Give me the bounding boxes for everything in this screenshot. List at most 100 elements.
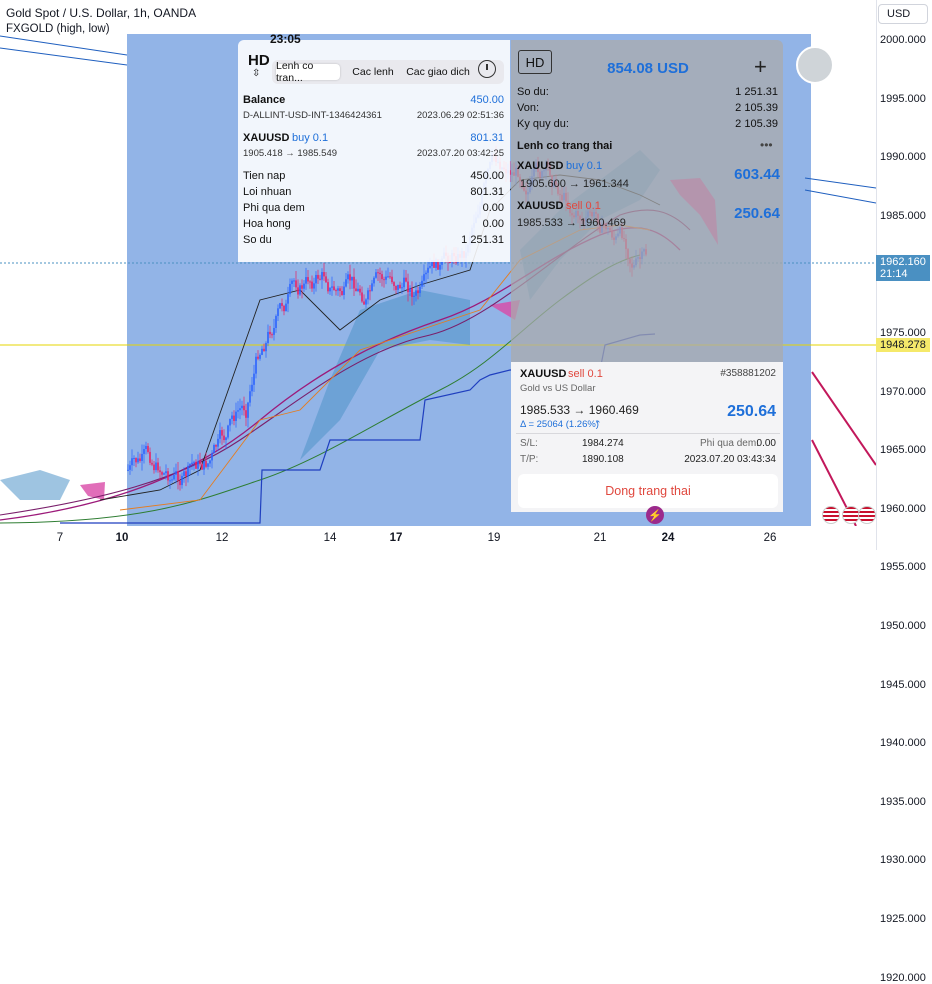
- current-price-label: 1962.160 21:14: [876, 255, 930, 281]
- tab-deals[interactable]: Cac giao dich: [406, 66, 470, 78]
- candle-body: [297, 287, 299, 295]
- countdown: 21:14: [880, 268, 908, 280]
- candle-body: [449, 262, 451, 264]
- candle-body: [321, 272, 323, 280]
- candle-body: [279, 303, 281, 309]
- candle-body: [423, 274, 425, 281]
- more-icon[interactable]: •••: [760, 138, 773, 152]
- time-tick: 10: [115, 532, 129, 544]
- candle-body: [413, 295, 415, 297]
- candle-body: [291, 280, 293, 284]
- candle-body: [323, 272, 325, 277]
- candle-body: [253, 373, 255, 385]
- candle-body: [173, 474, 175, 480]
- candle-body: [193, 461, 195, 463]
- candle-body: [303, 283, 305, 289]
- summary-value: 1 251.31: [461, 234, 504, 246]
- candle-body: [307, 277, 309, 282]
- candle-body: [393, 282, 395, 286]
- candle-body: [257, 356, 259, 359]
- time-axis[interactable]: [0, 526, 876, 550]
- us-flag-icon[interactable]: [858, 506, 876, 524]
- sort-icon[interactable]: ⇳: [252, 68, 261, 79]
- candle-body: [377, 272, 379, 274]
- sl-value: 1984.274: [582, 438, 624, 449]
- currency-button[interactable]: USD: [878, 4, 928, 24]
- pos2-profit: 250.64: [734, 205, 780, 222]
- candle-body: [259, 354, 261, 359]
- candle-body: [417, 290, 419, 294]
- candle-body: [305, 277, 307, 284]
- candle-body: [289, 283, 291, 295]
- candle-body: [351, 276, 353, 281]
- candle-body: [155, 462, 157, 471]
- price-tick: 1920.000: [880, 971, 926, 984]
- candle-body: [235, 411, 237, 421]
- candle-body: [167, 471, 169, 481]
- swap-value: 0.00: [756, 438, 776, 449]
- price-tick: 1985.000: [880, 209, 926, 222]
- card-ticket: #358881202: [720, 368, 776, 379]
- candle-body: [403, 277, 405, 288]
- candle-body: [139, 458, 141, 461]
- hd-badge: HD: [518, 50, 552, 74]
- candle-body: [341, 290, 343, 295]
- candle-body: [373, 277, 375, 284]
- candle-body: [327, 282, 329, 292]
- account-row-label: Von:: [517, 102, 540, 114]
- balance-label: Balance: [243, 94, 286, 106]
- price-tick: 1945.000: [880, 678, 926, 691]
- positions-header: Lenh co trang thai: [517, 140, 613, 152]
- price-tick: 1995.000: [880, 92, 926, 105]
- candle-body: [309, 281, 311, 283]
- candle-body: [151, 462, 153, 465]
- time-tick: 21: [593, 532, 607, 544]
- candle-body: [225, 437, 227, 441]
- candle-body: [337, 288, 339, 291]
- trade-date: 2023.07.20 03:42:25: [416, 148, 504, 159]
- plus-icon[interactable]: +: [754, 54, 767, 79]
- card-divider: [516, 433, 780, 434]
- candle-body: [191, 462, 193, 464]
- tab-open-orders[interactable]: Lenh co tran...: [276, 60, 340, 84]
- candle-body: [181, 475, 183, 486]
- trend-line: [0, 47, 128, 66]
- candle-body: [171, 479, 173, 481]
- tp-value: 1890.108: [582, 454, 624, 465]
- candle-body: [159, 470, 161, 473]
- candle-body: [397, 284, 399, 290]
- close-position-button[interactable]: Dong trang thai: [518, 474, 778, 508]
- candle-body: [213, 445, 215, 454]
- tab-orders[interactable]: Cac lenh: [352, 66, 394, 78]
- price-tick: 1955.000: [880, 561, 926, 574]
- candle-body: [219, 430, 221, 439]
- price-tick: 2000.000: [880, 34, 926, 46]
- flash-icon[interactable]: ⚡: [646, 506, 664, 524]
- card-symbol: XAUUSD: [520, 368, 567, 380]
- candle-body: [401, 287, 403, 289]
- summary-label: Loi nhuan: [243, 186, 292, 198]
- candle-body: [509, 170, 511, 175]
- trade-prices: 1905.418 → 1985.549: [243, 148, 338, 159]
- candle-body: [245, 410, 247, 418]
- time-tick: 26: [763, 532, 777, 544]
- candle-body: [353, 276, 355, 289]
- balance-value: 450.00: [470, 94, 504, 106]
- sl-label: S/L:: [520, 438, 538, 449]
- summary-label: Tien nap: [243, 170, 286, 182]
- candle-body: [299, 285, 301, 295]
- candle-body: [251, 384, 253, 392]
- candle-body: [359, 288, 361, 293]
- clock-icon[interactable]: [478, 60, 496, 78]
- candle-body: [243, 405, 245, 411]
- candle-body: [355, 288, 357, 292]
- candle-body: [283, 305, 285, 312]
- candle-body: [153, 464, 155, 471]
- chevron-up-icon[interactable]: ⌃: [594, 419, 602, 429]
- time-tick: 14: [323, 532, 337, 544]
- us-flag-icon[interactable]: [822, 506, 840, 524]
- candle-body: [311, 281, 313, 289]
- trend-line: [804, 189, 876, 204]
- candle-body: [147, 445, 149, 452]
- candle-body: [439, 264, 441, 270]
